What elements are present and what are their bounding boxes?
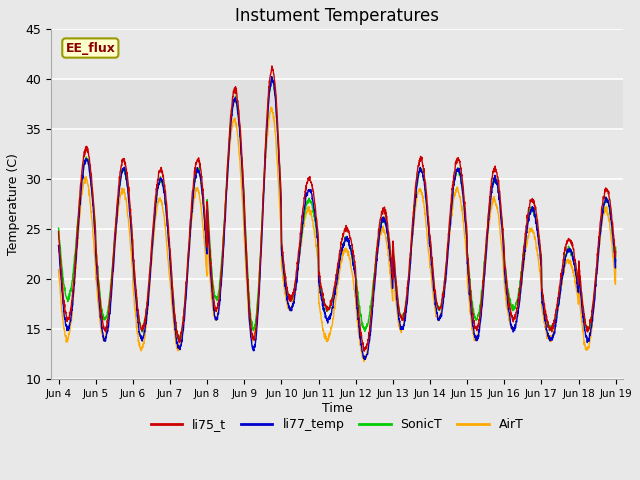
SonicT [54,225,62,231]
li75_t [360,348,368,354]
Line: AirT: AirT [58,107,616,361]
li75_t [366,324,374,329]
SonicT [366,310,374,315]
li75_t [579,298,586,303]
li77_temp [612,256,620,262]
li75_t [612,249,620,254]
li77_temp [366,337,374,343]
AirT [210,312,218,318]
li75_t [54,228,62,234]
li75_t [268,63,276,69]
li77_temp [268,74,276,80]
li75_t [353,294,361,300]
AirT [563,257,571,263]
SonicT [579,302,586,308]
li75_t [563,238,571,244]
SonicT [612,244,620,250]
li75_t [210,298,218,304]
li77_temp [563,250,571,256]
li77_temp [500,247,508,253]
Bar [51,79,623,129]
li77_temp [361,357,369,362]
li77_temp [579,310,586,316]
AirT [54,267,62,273]
AirT [500,266,508,272]
SonicT [354,290,362,296]
X-axis label: Time: Time [322,402,353,415]
AirT [353,319,361,325]
AirT [267,104,275,110]
AirT [579,326,586,332]
Line: SonicT: SonicT [58,77,616,341]
Legend: li75_t, li77_temp, SonicT, AirT: li75_t, li77_temp, SonicT, AirT [146,413,529,436]
SonicT [176,338,184,344]
AirT [360,359,367,364]
SonicT [268,74,276,80]
AirT [612,263,620,269]
SonicT [563,246,571,252]
Line: li75_t: li75_t [58,66,616,351]
li77_temp [353,305,361,311]
AirT [366,328,374,334]
Title: Instument Temperatures: Instument Temperatures [235,7,439,25]
Line: li77_temp: li77_temp [58,77,616,360]
li77_temp [54,243,62,249]
li77_temp [210,307,218,313]
Text: EE_flux: EE_flux [65,42,115,55]
Y-axis label: Temperature (C): Temperature (C) [7,153,20,255]
SonicT [211,289,218,295]
li75_t [500,236,508,242]
SonicT [500,234,508,240]
